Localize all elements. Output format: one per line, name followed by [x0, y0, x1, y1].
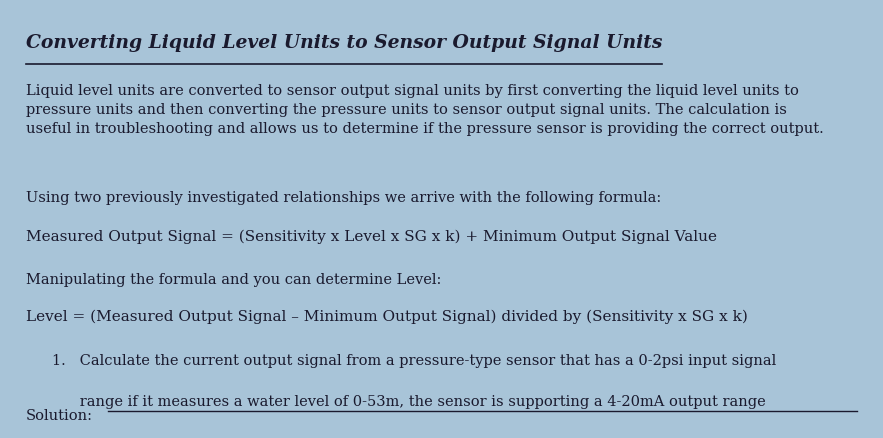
Text: range if it measures a water level of 0-53m, the sensor is supporting a 4-20mA o: range if it measures a water level of 0-… [52, 395, 766, 409]
Text: Solution:: Solution: [26, 409, 93, 423]
Text: 1.   Calculate the current output signal from a pressure-type sensor that has a : 1. Calculate the current output signal f… [52, 354, 776, 368]
Text: Measured Output Signal = (Sensitivity x Level x SG x k) + Minimum Output Signal : Measured Output Signal = (Sensitivity x … [26, 230, 717, 244]
Text: Using two previously investigated relationships we arrive with the following for: Using two previously investigated relati… [26, 191, 661, 205]
Text: Manipulating the formula and you can determine Level:: Manipulating the formula and you can det… [26, 272, 442, 286]
Text: Level = (Measured Output Signal – Minimum Output Signal) divided by (Sensitivity: Level = (Measured Output Signal – Minimu… [26, 309, 748, 324]
Text: Liquid level units are converted to sensor output signal units by first converti: Liquid level units are converted to sens… [26, 84, 824, 136]
Text: Converting Liquid Level Units to Sensor Output Signal Units: Converting Liquid Level Units to Sensor … [26, 35, 662, 53]
